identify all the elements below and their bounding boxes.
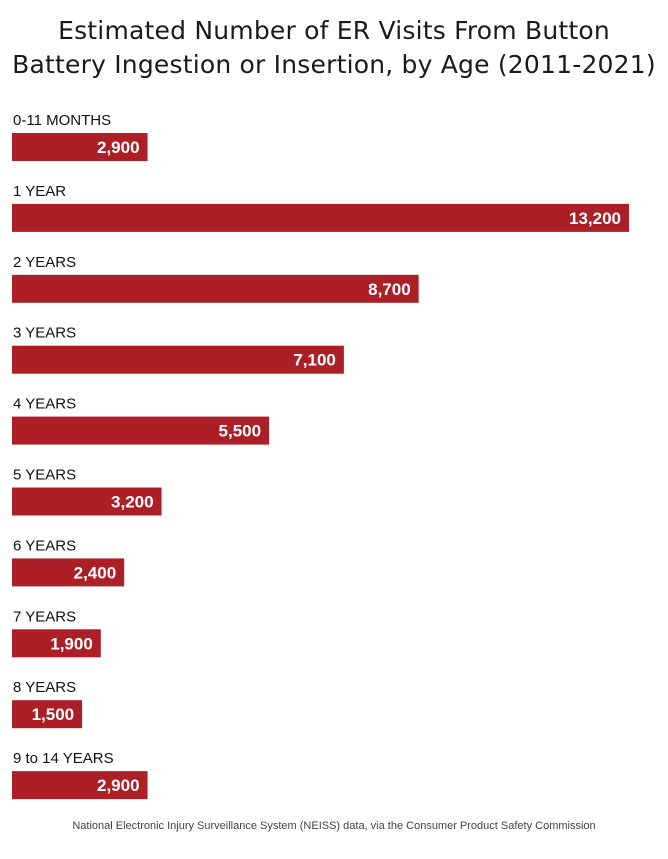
- category-label: 2 YEARS: [13, 254, 76, 271]
- value-label: 2,900: [97, 138, 140, 157]
- chart-title-line-2: Battery Ingestion or Insertion, by Age (…: [12, 50, 656, 79]
- bar: [12, 133, 148, 161]
- bar: [12, 558, 125, 587]
- category-label: 3 YEARS: [13, 325, 76, 342]
- category-label: 7 YEARS: [13, 608, 76, 625]
- value-label: 1,500: [32, 705, 75, 724]
- value-label: 13,200: [569, 209, 621, 228]
- category-label: 5 YEARS: [13, 467, 76, 484]
- category-label: 9 to 14 YEARS: [13, 750, 114, 767]
- value-label: 2,400: [74, 563, 117, 582]
- value-label: 1,900: [50, 634, 93, 653]
- bar: [12, 416, 270, 445]
- value-label: 5,500: [219, 422, 262, 441]
- category-label: 8 YEARS: [13, 679, 76, 696]
- value-label: 3,200: [111, 493, 154, 512]
- category-label: 6 YEARS: [13, 537, 76, 554]
- value-label: 7,100: [293, 351, 336, 370]
- bar: [12, 700, 83, 729]
- category-label: 1 YEAR: [13, 183, 66, 200]
- value-label: 2,900: [97, 776, 140, 795]
- bar: [12, 274, 419, 303]
- bar: [12, 629, 101, 658]
- category-label: 0-11 MONTHS: [13, 112, 111, 129]
- chart-title-line-1: Estimated Number of ER Visits From Butto…: [58, 16, 610, 45]
- source-note: National Electronic Injury Surveillance …: [72, 820, 596, 832]
- bar: [12, 771, 148, 800]
- category-label: 4 YEARS: [13, 396, 76, 413]
- bar: [12, 345, 344, 374]
- bar: [12, 203, 629, 232]
- bar: [12, 487, 162, 516]
- value-label: 8,700: [368, 280, 411, 299]
- chart-title: Estimated Number of ER Visits From Butto…: [0, 14, 668, 82]
